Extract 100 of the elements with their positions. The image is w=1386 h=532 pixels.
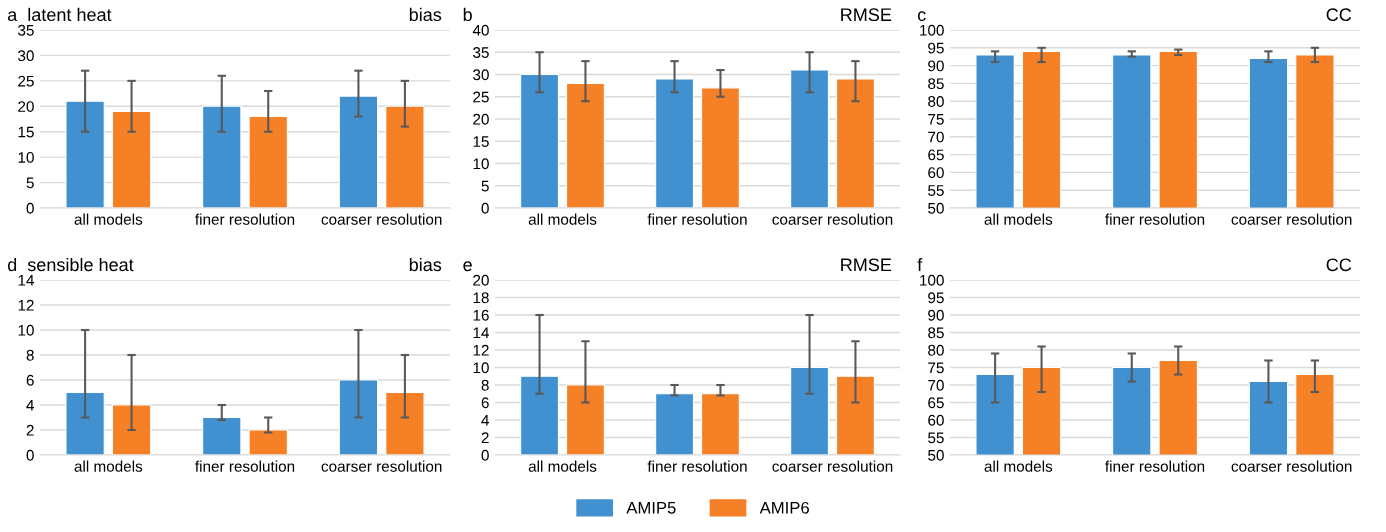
y-tick-label: 0	[481, 202, 489, 214]
x-tick-label: all models	[74, 460, 143, 472]
bar	[385, 105, 425, 208]
x-tick-label: finer resolution	[195, 460, 295, 472]
y-tick-label: 100	[920, 274, 944, 286]
x-tick-label: coarser resolution	[772, 213, 893, 225]
y-tick-label: 80	[928, 96, 944, 107]
bar	[565, 82, 605, 208]
chart-title: a latent heat	[7, 7, 112, 22]
bar	[338, 95, 379, 208]
bar	[655, 78, 695, 208]
y-tick-label: 10	[473, 158, 489, 170]
y-tick-label: 12	[473, 344, 489, 356]
y-tick-label: 65	[928, 149, 944, 161]
y-tick-label: 12	[18, 299, 34, 311]
bar	[111, 110, 152, 208]
text: bias	[409, 7, 442, 22]
bar	[248, 115, 288, 208]
chart-title: c	[917, 11, 926, 22]
text: RMSE	[841, 8, 892, 22]
y-tick-label: 75	[928, 114, 944, 125]
x-tick-label: coarser resolution	[321, 213, 442, 225]
bar	[111, 404, 152, 455]
y-tick-label: 5	[26, 177, 34, 189]
bar	[65, 100, 105, 208]
y-tick-label: 60	[928, 167, 944, 179]
y-tick-label: 15	[18, 126, 34, 138]
y-tick-label: 95	[928, 42, 944, 54]
y-tick-label: 90	[928, 309, 944, 321]
text: CC	[1326, 8, 1352, 22]
bar	[520, 73, 560, 208]
bar	[565, 384, 605, 455]
y-tick-label: 0	[26, 449, 34, 461]
chart-title: e	[463, 261, 472, 272]
bar	[835, 78, 875, 208]
text: bias	[409, 257, 442, 272]
y-tick-label: 70	[928, 131, 944, 143]
y-tick-label: 14	[473, 327, 489, 339]
y-tick-label: 85	[928, 327, 944, 339]
bar	[835, 375, 875, 455]
x-tick-label: coarser resolution	[321, 460, 442, 472]
legend-label: AMIP5	[626, 502, 676, 514]
bar	[202, 416, 242, 455]
y-tick-label: 20	[473, 113, 489, 125]
y-tick-label: 10	[18, 324, 34, 336]
y-tick-label: 35	[473, 47, 489, 58]
y-tick-label: 15	[473, 136, 489, 147]
y-tick-label: 8	[481, 379, 489, 391]
x-tick-label: coarser resolution	[772, 460, 893, 472]
y-tick-label: 20	[473, 274, 489, 286]
y-tick-label: 2	[26, 424, 34, 436]
chart-title: b	[463, 7, 472, 22]
y-tick-label: 50	[928, 449, 944, 461]
y-tick-label: 10	[18, 152, 34, 163]
text: CC	[1326, 258, 1352, 272]
y-tick-label: 60	[928, 414, 944, 426]
y-tick-label: 85	[928, 78, 944, 90]
y-tick-label: 95	[928, 292, 944, 304]
y-tick-label: 10	[473, 362, 489, 374]
bar	[65, 391, 105, 455]
bar	[655, 393, 695, 455]
y-tick-label: 20	[18, 101, 34, 112]
y-tick-label: 0	[481, 449, 489, 461]
x-tick-label: all models	[74, 213, 143, 225]
y-tick-label: 14	[18, 275, 34, 286]
bar	[700, 393, 740, 455]
y-tick-label: 30	[473, 69, 489, 81]
y-tick-label: 40	[472, 24, 489, 36]
y-tick-label: 25	[473, 91, 489, 103]
text: RMSE	[841, 258, 892, 272]
y-tick-label: 0	[26, 202, 34, 214]
y-tick-label: 30	[18, 50, 34, 62]
y-tick-label: 4	[26, 400, 34, 411]
bar	[700, 87, 740, 208]
y-tick-label: 6	[481, 397, 489, 409]
y-tick-label: 75	[928, 362, 944, 374]
y-tick-label: 18	[473, 292, 489, 304]
bar	[520, 375, 560, 455]
y-tick-label: 50	[928, 202, 944, 214]
x-tick-label: coarser resolution	[1231, 213, 1352, 225]
x-tick-label: all models	[984, 213, 1053, 225]
x-tick-label: all models	[528, 460, 597, 472]
x-tick-label: finer resolution	[647, 213, 747, 225]
y-tick-label: 8	[26, 349, 34, 361]
y-tick-label: 5	[481, 180, 489, 192]
x-tick-label: finer resolution	[195, 213, 295, 225]
x-tick-label: all models	[528, 213, 597, 225]
y-tick-label: 80	[928, 344, 944, 356]
y-tick-label: 70	[928, 379, 944, 391]
x-tick-label: finer resolution	[1105, 460, 1205, 472]
bar	[790, 69, 830, 208]
legend-label: AMIP6	[759, 501, 809, 514]
bar	[338, 379, 379, 455]
y-tick-label: 55	[928, 185, 944, 196]
y-tick-label: 65	[928, 397, 944, 409]
y-tick-label: 35	[18, 24, 34, 36]
x-tick-label: coarser resolution	[1231, 460, 1352, 472]
x-tick-label: finer resolution	[647, 460, 747, 472]
bar	[202, 105, 242, 208]
y-tick-label: 2	[481, 432, 489, 444]
